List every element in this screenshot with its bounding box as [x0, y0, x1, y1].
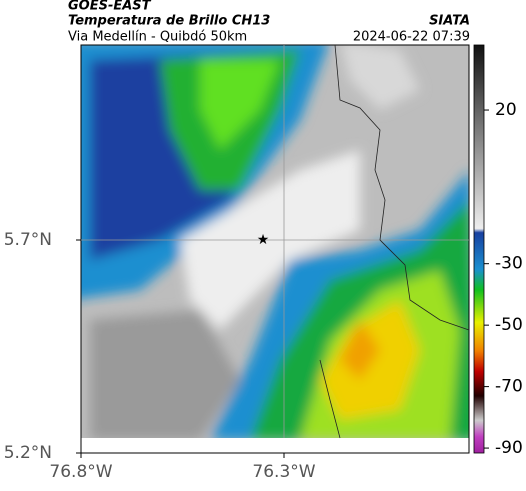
satellite-image [81, 45, 469, 438]
colorbar-tick-label: 20 [495, 100, 517, 120]
colorbar-tick-label: -70 [495, 377, 523, 397]
colorbar-tick-label: -30 [495, 254, 523, 274]
location-marker: ★ [257, 232, 270, 248]
lon-tick-label: 76.3°W [252, 462, 315, 482]
lon-tick-label: 76.8°W [49, 462, 112, 482]
org: SIATA [429, 14, 470, 29]
map-frame [80, 44, 470, 454]
colorbar-tick-label: -50 [495, 315, 523, 335]
location: Via Medellín - Quibdó 50km [68, 30, 247, 45]
colorbar-tick-label: -90 [495, 438, 523, 458]
lat-tick-label: 5.2°N [4, 443, 52, 463]
datetime: 2024-06-22 07:39 [353, 30, 470, 45]
colorbar [473, 44, 485, 454]
lat-tick-label: 5.7°N [4, 230, 52, 250]
title: Temperatura de Brillo CH13 [68, 14, 270, 29]
border-line [319, 44, 470, 439]
ticks: 5.7°N 5.2°N76.8°W 76.3°W 20 -30 -50 -70 -90 [4, 100, 523, 482]
source: GOES-EAST [68, 0, 152, 14]
